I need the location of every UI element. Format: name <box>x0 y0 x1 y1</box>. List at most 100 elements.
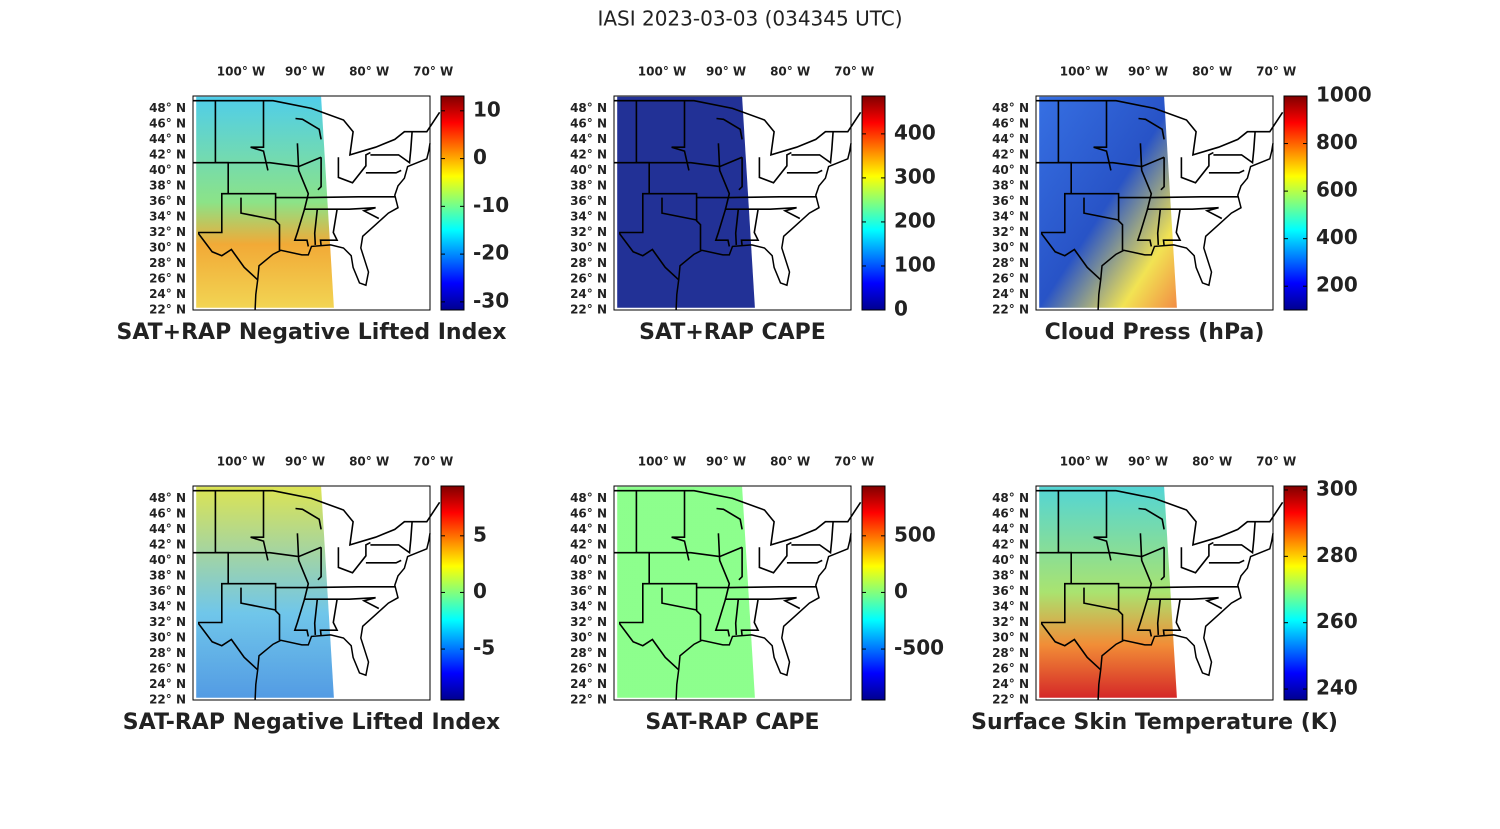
border <box>738 157 743 191</box>
lat-label: 44° N <box>570 132 607 146</box>
border <box>1146 596 1223 610</box>
colorbar-label: -5 <box>473 636 495 660</box>
figure-title: IASI 2023-03-03 (034345 UTC) <box>597 7 902 31</box>
border <box>1208 169 1245 174</box>
border <box>198 192 259 281</box>
border <box>365 169 402 174</box>
coastline <box>675 143 852 311</box>
colorbar-label: -20 <box>473 241 509 265</box>
border <box>240 587 277 611</box>
lat-label: 30° N <box>149 240 186 254</box>
border <box>319 599 339 636</box>
lon-label: 70° W <box>413 65 453 79</box>
lat-label: 24° N <box>149 287 186 301</box>
lon-label: 70° W <box>834 65 874 79</box>
swath <box>1039 486 1177 698</box>
lat-label: 32° N <box>570 225 607 239</box>
lat-label: 46° N <box>992 116 1029 130</box>
lat-label: 38° N <box>149 568 186 582</box>
border <box>724 206 801 220</box>
lat-label: 48° N <box>149 101 186 115</box>
lat-label: 32° N <box>149 615 186 629</box>
border <box>313 209 319 245</box>
lat-label: 40° N <box>570 163 607 177</box>
lat-label: 48° N <box>992 101 1029 115</box>
swath <box>196 96 334 308</box>
lon-label: 70° W <box>1256 65 1296 79</box>
lat-label: 28° N <box>149 646 186 660</box>
lat-label: 40° N <box>570 553 607 567</box>
border <box>1180 541 1214 574</box>
colorbar-label: 500 <box>894 522 936 546</box>
colorbar-label: 0 <box>894 297 908 321</box>
border <box>758 151 792 184</box>
lat-label: 44° N <box>570 522 607 536</box>
colorbar-label: 300 <box>894 164 936 188</box>
border <box>370 521 413 555</box>
swath <box>1039 96 1177 308</box>
lat-label: 34° N <box>992 209 1029 223</box>
border <box>734 209 740 245</box>
swath <box>196 486 334 698</box>
border <box>738 547 743 581</box>
lat-label: 40° N <box>149 553 186 567</box>
border <box>618 192 680 281</box>
lon-label: 90° W <box>706 455 746 469</box>
colorbar-label: -30 <box>473 288 509 312</box>
colorbar-label: 200 <box>894 208 936 232</box>
lat-label: 38° N <box>570 568 607 582</box>
border <box>365 559 402 564</box>
colorbar-label: 800 <box>1316 130 1358 154</box>
colorbar-label: 0 <box>473 145 487 169</box>
lon-label: 100° W <box>638 65 686 79</box>
lat-label: 38° N <box>992 178 1029 192</box>
colorbar-label: 5 <box>473 522 487 546</box>
lat-label: 46° N <box>992 506 1029 520</box>
panel-title: SAT-RAP Negative Lifted Index <box>123 710 500 735</box>
colorbar-label: -500 <box>894 636 944 660</box>
lat-label: 28° N <box>992 646 1029 660</box>
colorbar-label: 1000 <box>1316 83 1372 107</box>
lat-label: 26° N <box>149 271 186 285</box>
lon-label: 90° W <box>285 65 325 79</box>
lon-label: 90° W <box>1128 455 1168 469</box>
colorbar-label: 0 <box>473 579 487 603</box>
map-frame <box>192 95 431 311</box>
border <box>193 156 322 168</box>
colorbar-label: 240 <box>1316 676 1358 700</box>
swath <box>617 486 755 698</box>
lat-label: 38° N <box>149 178 186 192</box>
border <box>696 196 817 199</box>
lat-label: 30° N <box>992 240 1029 254</box>
lat-label: 46° N <box>570 506 607 520</box>
lon-label: 100° W <box>638 455 686 469</box>
border <box>786 559 823 564</box>
border <box>1213 521 1256 555</box>
border <box>293 143 310 247</box>
lat-label: 30° N <box>992 630 1029 644</box>
lat-label: 44° N <box>149 522 186 536</box>
lat-label: 34° N <box>992 599 1029 613</box>
border <box>1136 143 1153 247</box>
colorbar <box>440 485 465 701</box>
border <box>791 131 834 165</box>
lat-label: 34° N <box>149 599 186 613</box>
colorbar-label: 0 <box>894 579 908 603</box>
lat-label: 38° N <box>992 568 1029 582</box>
lat-label: 30° N <box>149 630 186 644</box>
lat-label: 38° N <box>570 178 607 192</box>
lat-label: 32° N <box>570 615 607 629</box>
lat-label: 36° N <box>570 584 607 598</box>
border <box>317 157 322 191</box>
border <box>319 209 339 246</box>
lat-label: 44° N <box>992 132 1029 146</box>
border <box>250 100 269 171</box>
border <box>791 521 834 555</box>
lat-label: 42° N <box>570 147 607 161</box>
lat-label: 42° N <box>149 537 186 551</box>
coastline <box>675 533 852 701</box>
border <box>661 587 698 611</box>
border <box>1208 559 1245 564</box>
lon-label: 70° W <box>834 455 874 469</box>
